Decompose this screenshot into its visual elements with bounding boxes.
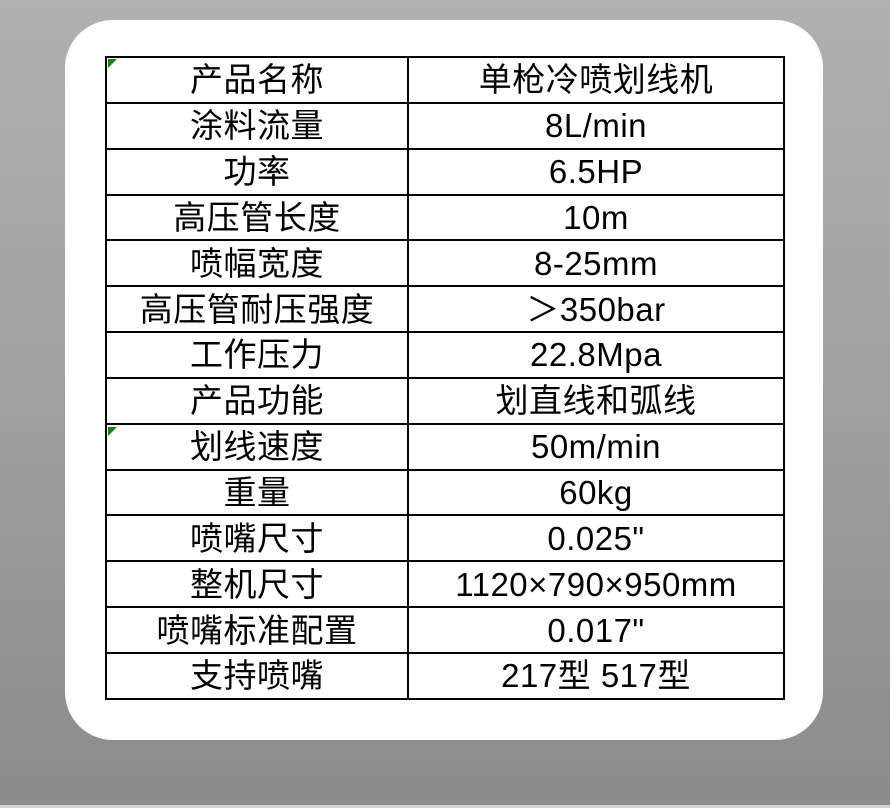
- table-row: 重量 60kg: [105, 468, 785, 517]
- spec-value: 1120×790×950mm: [407, 560, 785, 609]
- bottom-strip: [0, 805, 890, 808]
- spec-value: ＞350bar: [407, 285, 785, 334]
- spec-value: 8L/min: [407, 101, 785, 150]
- spec-value: 单枪冷喷划线机: [407, 56, 785, 104]
- cell-comment-triangle-icon: [108, 427, 117, 436]
- spec-label: 工作压力: [105, 331, 409, 379]
- spec-label: 支持喷嘴: [105, 651, 409, 701]
- table-row: 产品功能 划直线和弧线: [105, 376, 785, 425]
- spec-value: 6.5HP: [407, 147, 785, 196]
- spec-label: 产品名称: [105, 56, 409, 104]
- spec-label: 涂料流量: [105, 101, 409, 150]
- table-row: 划线速度 50m/min: [105, 422, 785, 471]
- spec-value: 60kg: [407, 468, 785, 517]
- spec-label: 划线速度: [105, 422, 409, 471]
- spec-label: 喷幅宽度: [105, 239, 409, 288]
- table-row: 喷嘴尺寸 0.025": [105, 514, 785, 563]
- table-row: 支持喷嘴 217型 517型: [105, 651, 785, 701]
- spec-label: 高压管长度: [105, 193, 409, 242]
- spec-value: 50m/min: [407, 422, 785, 471]
- spec-label: 整机尺寸: [105, 560, 409, 609]
- table-row: 产品名称 单枪冷喷划线机: [105, 56, 785, 104]
- table-row: 喷嘴标准配置 0.017": [105, 606, 785, 654]
- table-row: 高压管长度 10m: [105, 193, 785, 242]
- table-row: 工作压力 22.8Mpa: [105, 331, 785, 379]
- spec-card: 产品名称 单枪冷喷划线机 涂料流量 8L/min 功率 6.5HP 高压管长度 …: [65, 20, 823, 740]
- spec-label: 高压管耐压强度: [105, 285, 409, 334]
- spec-value: 22.8Mpa: [407, 331, 785, 379]
- spec-value: 划直线和弧线: [407, 376, 785, 425]
- table-row: 涂料流量 8L/min: [105, 101, 785, 150]
- spec-value: 10m: [407, 193, 785, 242]
- spec-label: 喷嘴标准配置: [105, 606, 409, 654]
- spec-value: 0.025": [407, 514, 785, 563]
- product-spec-table: 产品名称 单枪冷喷划线机 涂料流量 8L/min 功率 6.5HP 高压管长度 …: [105, 56, 785, 701]
- spec-value: 0.017": [407, 606, 785, 654]
- spec-value: 217型 517型: [407, 651, 785, 701]
- spec-value: 8-25mm: [407, 239, 785, 288]
- spec-label: 喷嘴尺寸: [105, 514, 409, 563]
- table-row: 高压管耐压强度 ＞350bar: [105, 285, 785, 334]
- table-row: 功率 6.5HP: [105, 147, 785, 196]
- spec-label: 重量: [105, 468, 409, 517]
- cell-comment-triangle-icon: [108, 59, 117, 68]
- spec-label: 功率: [105, 147, 409, 196]
- spec-label: 产品功能: [105, 376, 409, 425]
- table-row: 喷幅宽度 8-25mm: [105, 239, 785, 288]
- spec-table: 产品名称 单枪冷喷划线机 涂料流量 8L/min 功率 6.5HP 高压管长度 …: [105, 56, 785, 701]
- table-row: 整机尺寸 1120×790×950mm: [105, 560, 785, 609]
